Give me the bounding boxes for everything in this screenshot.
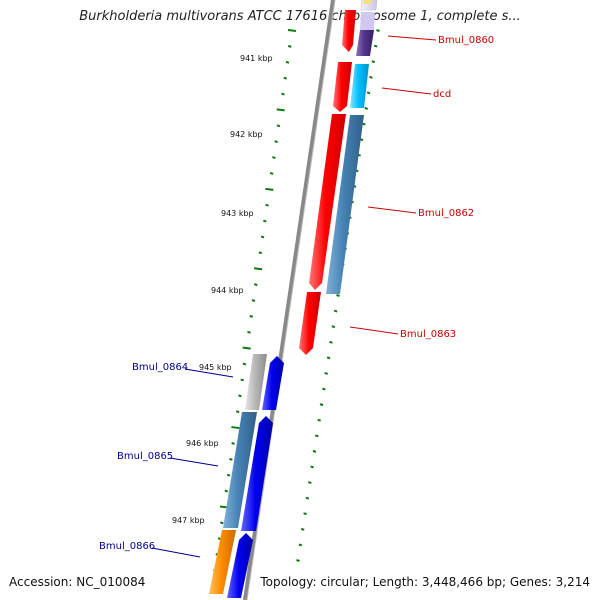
feature-dash-20 xyxy=(329,340,333,344)
scale-dash-23 xyxy=(238,394,242,398)
feature-dash-6 xyxy=(362,122,366,126)
gene-bar-bmul-0862[interactable] xyxy=(309,114,346,290)
scale-dash-25 xyxy=(231,426,240,430)
feature-dash-27 xyxy=(312,449,317,453)
feature-dash-19 xyxy=(331,325,336,329)
scale-dash-22 xyxy=(240,378,244,382)
feature-dash-18 xyxy=(333,309,338,313)
scale-dash-18 xyxy=(249,314,254,318)
gene-bar-bmul-0860[interactable] xyxy=(342,10,356,52)
feature-dash-24 xyxy=(319,403,324,407)
gene-bar-bmul-0863[interactable] xyxy=(299,292,321,355)
scale-dash-0 xyxy=(287,29,297,32)
gene-label-bmul-0866[interactable]: Bmul_0866 xyxy=(99,541,155,552)
feature-dash-5 xyxy=(364,106,369,110)
reverse-strand-genes xyxy=(209,354,284,598)
tick-label-943: 943 kbp xyxy=(221,209,254,218)
feature-dash-3 xyxy=(369,75,373,79)
gene-labels: Bmul_0860 dcd Bmul_0862 Bmul_0863 Bmul_0… xyxy=(99,35,494,558)
gene-bar-bmul-0865[interactable] xyxy=(223,412,257,528)
scale-dash-6 xyxy=(276,124,281,128)
feature-dash-31 xyxy=(303,512,307,516)
feature-dash-22 xyxy=(324,371,329,375)
scale-dash-2 xyxy=(285,60,290,64)
scale-dash-11 xyxy=(265,203,269,207)
scale-dash-4 xyxy=(281,92,285,96)
scale-dash-1 xyxy=(287,44,292,48)
scale-dash-16 xyxy=(253,283,258,287)
scale-dash-15 xyxy=(253,267,263,271)
scale-dash-31 xyxy=(219,521,224,525)
scale-dash-9 xyxy=(269,171,274,175)
scale-dash-7 xyxy=(274,140,278,144)
gene-bar-dcd-b[interactable] xyxy=(350,64,369,108)
scale-dash-8 xyxy=(272,156,276,160)
gene-bar-bmul-0864-b[interactable] xyxy=(262,356,284,410)
feature-dash-17 xyxy=(336,294,340,297)
gene-label-dcd[interactable]: dcd xyxy=(433,89,451,100)
scale-dash-13 xyxy=(260,235,265,239)
scale-dash-17 xyxy=(251,299,256,302)
gene-label-bmul-0862[interactable]: Bmul_0862 xyxy=(418,208,474,219)
scale-dash-29 xyxy=(224,489,229,493)
tick-label-942: 942 kbp xyxy=(230,130,263,139)
tick-label-941: 941 kbp xyxy=(240,54,273,63)
scale-dash-20 xyxy=(242,346,251,350)
topology-text: Topology: circular; Length: 3,448,466 bp… xyxy=(260,575,590,589)
feature-dash-1 xyxy=(373,44,378,48)
gene-label-bmul-0865[interactable]: Bmul_0865 xyxy=(117,451,173,462)
scale-dash-12 xyxy=(263,219,267,223)
scale-dash-19 xyxy=(247,330,251,334)
feature-dash-28 xyxy=(310,465,314,469)
map-title: Burkholderia multivorans ATCC 17616 chro… xyxy=(79,9,521,24)
feature-dash-32 xyxy=(300,527,305,531)
tick-label-947: 947 kbp xyxy=(172,516,205,525)
tick-label-946: 946 kbp xyxy=(186,439,219,448)
scale-dash-21 xyxy=(242,362,247,366)
feature-dash-4 xyxy=(366,91,371,95)
scale-dash-24 xyxy=(235,410,240,414)
scale-dash-5 xyxy=(276,108,285,112)
gene-bar-dcd[interactable] xyxy=(333,62,352,112)
gene-label-bmul-0863[interactable]: Bmul_0863 xyxy=(400,329,456,340)
feature-dash-30 xyxy=(305,496,310,500)
feature-dash-34 xyxy=(296,559,300,562)
scale-dash-10 xyxy=(265,187,274,191)
scale-dash-3 xyxy=(283,76,288,80)
feature-dash-0 xyxy=(376,29,380,32)
accession-text: Accession: NC_010084 xyxy=(9,575,146,589)
feature-dash-2 xyxy=(371,60,376,64)
tick-label-944: 944 kbp xyxy=(211,286,244,295)
gene-bar-bmul-0860-b[interactable] xyxy=(356,30,374,56)
gene-bar-bmul-0862-b[interactable] xyxy=(326,115,364,294)
scale-dashes xyxy=(213,29,297,572)
forward-strand-genes xyxy=(299,0,378,355)
gene-bar-bmul-0864[interactable] xyxy=(245,354,267,410)
gene-bar-bmul-0866[interactable] xyxy=(209,530,236,594)
feature-dash-21 xyxy=(326,356,331,360)
feature-dash-33 xyxy=(298,543,303,547)
feature-dash-23 xyxy=(322,387,326,391)
gene-bar-bmul-0865-b[interactable] xyxy=(241,416,273,531)
gene-bar-partial-top-yellow[interactable] xyxy=(363,0,372,4)
gene-label-bmul-0864[interactable]: Bmul_0864 xyxy=(132,362,188,373)
feature-dash-25 xyxy=(317,418,321,422)
scale-dash-28 xyxy=(226,473,231,477)
gene-label-bmul-0860[interactable]: Bmul_0860 xyxy=(438,35,494,46)
gene-bar-bmul-0866-b[interactable] xyxy=(227,533,253,598)
tick-label-945: 945 kbp xyxy=(199,363,232,372)
scale-dash-14 xyxy=(258,251,263,255)
scale-dash-27 xyxy=(229,457,233,461)
feature-dash-29 xyxy=(307,481,312,485)
feature-dash-26 xyxy=(315,434,319,438)
scale-dash-26 xyxy=(231,441,235,445)
